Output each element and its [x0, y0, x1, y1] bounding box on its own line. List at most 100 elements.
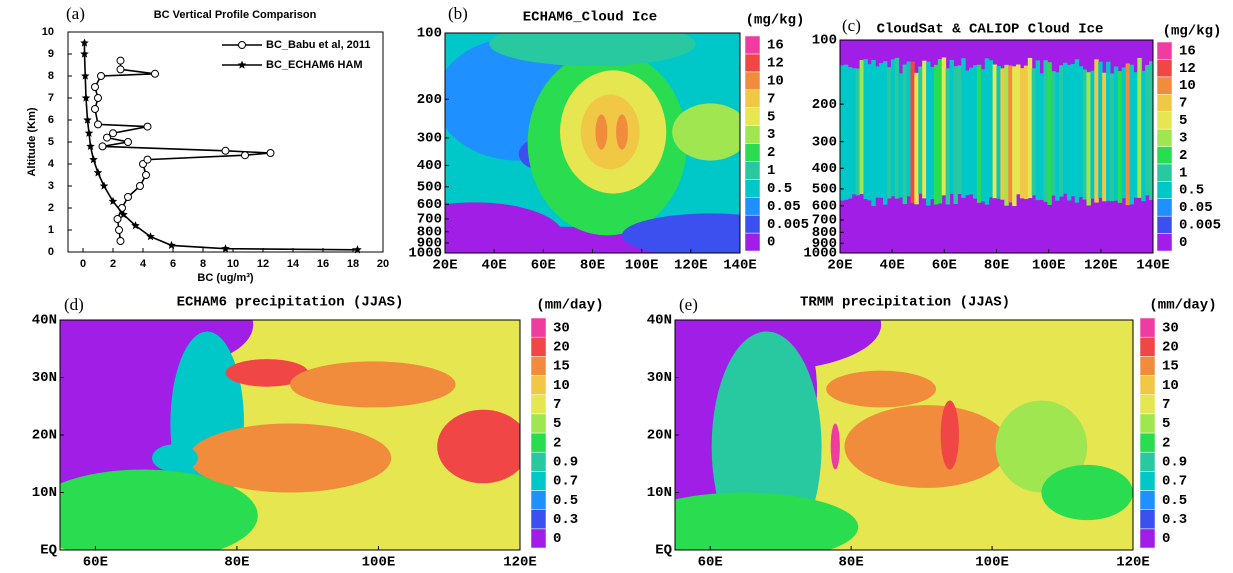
field-region: [988, 60, 994, 198]
colorbar-label: 15: [1162, 359, 1179, 375]
colorbar-box: [1139, 394, 1156, 415]
field-region: [580, 94, 640, 170]
colorbar-box: [530, 356, 547, 376]
colorbar-box: [1156, 215, 1173, 234]
field-region: [826, 370, 937, 408]
field-region: [886, 67, 892, 199]
colorbar-label: 2: [1162, 435, 1170, 451]
field-region: [1070, 63, 1076, 197]
colorbar-box: [1139, 375, 1156, 395]
colorbar-label: 16: [767, 38, 784, 54]
colorbar-box: [530, 451, 547, 472]
colorbar-box: [1139, 317, 1156, 338]
field-region: [840, 65, 845, 201]
field-region: [1051, 71, 1056, 196]
field-region: [933, 64, 939, 205]
y-axis-title: Altitude (Km): [26, 107, 38, 176]
marker: [108, 196, 118, 206]
y-tick-label: 1000: [803, 246, 837, 262]
x-tick-label: 40E: [880, 258, 905, 274]
colorbar-box: [744, 35, 761, 55]
colorbar-box: [1139, 509, 1156, 530]
field-region: [894, 57, 900, 199]
colorbar-label: 0.005: [1179, 218, 1221, 234]
field-region: [1059, 65, 1064, 197]
colorbar-label: 3: [1179, 130, 1187, 146]
field-region: [910, 61, 915, 204]
marker: [124, 193, 132, 201]
colorbar-box: [744, 197, 761, 216]
field-region: [863, 59, 868, 200]
field-region: [957, 65, 962, 195]
colorbar-box: [744, 125, 761, 144]
colorbar-unit: (mm/day): [536, 298, 603, 314]
field-region: [437, 409, 520, 484]
x-tick-label: 120E: [1116, 555, 1150, 571]
colorbar-box: [744, 89, 761, 108]
field-region: [1008, 65, 1013, 203]
colorbar-box: [1139, 490, 1156, 510]
field-region: [595, 114, 608, 150]
colorbar-label: 10: [1179, 78, 1196, 94]
y-tick-label: 600: [812, 198, 837, 214]
field-region: [152, 444, 198, 472]
colorbar-box: [530, 394, 547, 415]
field-region: [996, 66, 1001, 199]
x-tick-label: 120E: [503, 555, 537, 571]
legend-label: BC_ECHAM6 HAM: [266, 59, 363, 71]
y-tick-label: 200: [417, 92, 442, 108]
colorbar-label: 0.9: [1162, 454, 1187, 470]
y-tick-label: 100: [417, 26, 442, 42]
x-tick-label: 8: [200, 258, 206, 270]
colorbar-label: 0.5: [1179, 183, 1204, 199]
marker: [119, 210, 128, 219]
y-tick-label: 30N: [647, 370, 672, 386]
y-tick-label: 10N: [32, 485, 57, 501]
y-tick-label: 0: [48, 246, 54, 258]
field-region: [851, 68, 857, 195]
marker: [81, 93, 91, 102]
field-region: [1016, 64, 1021, 195]
x-tick-label: 100E: [625, 258, 659, 274]
y-tick-label: 300: [417, 131, 442, 147]
colorbar-box: [744, 107, 761, 126]
x-tick-label: 12: [257, 258, 269, 270]
field-region: [188, 423, 392, 493]
colorbar-unit: (mm/day): [1149, 298, 1216, 314]
field-region: [843, 64, 849, 200]
colorbar-label: 7: [1179, 96, 1187, 112]
marker: [113, 215, 122, 223]
colorbar-label: 0.3: [553, 512, 578, 528]
marker: [116, 65, 125, 74]
colorbar-box: [1156, 59, 1173, 78]
marker: [143, 155, 152, 164]
colorbar-box: [1156, 146, 1173, 165]
colorbar-label: 2: [553, 435, 561, 451]
field-region: [1055, 72, 1060, 201]
x-tick-label: 20E: [432, 258, 457, 274]
field-region: [1109, 73, 1115, 202]
y-tick-label: 8: [48, 70, 54, 82]
marker: [241, 151, 249, 160]
field-region: [890, 59, 896, 197]
colorbar-label: 10: [553, 378, 570, 394]
colorbar-label: 0.5: [1162, 493, 1187, 509]
colorbar-box: [530, 413, 547, 434]
marker: [146, 232, 155, 241]
series-line: [83, 43, 358, 251]
field-region: [1047, 62, 1052, 205]
y-tick-label: 10: [42, 26, 54, 38]
x-tick-label: 4: [140, 258, 147, 270]
colorbar-label: 0: [767, 235, 775, 251]
marker: [97, 72, 105, 80]
x-tick-label: 80E: [839, 555, 864, 571]
field-region: [1098, 61, 1103, 198]
chart-title: TRMM precipitation (JJAS): [800, 295, 1010, 311]
legend-label: BC_Babu et al, 2011: [266, 39, 371, 51]
colorbar-box: [744, 179, 761, 198]
x-tick-label: 120E: [674, 258, 708, 274]
field-region: [1074, 59, 1080, 203]
colorbar-label: 12: [1179, 61, 1196, 77]
field-region: [918, 66, 923, 194]
colorbar-unit: (mg/kg): [746, 13, 805, 29]
